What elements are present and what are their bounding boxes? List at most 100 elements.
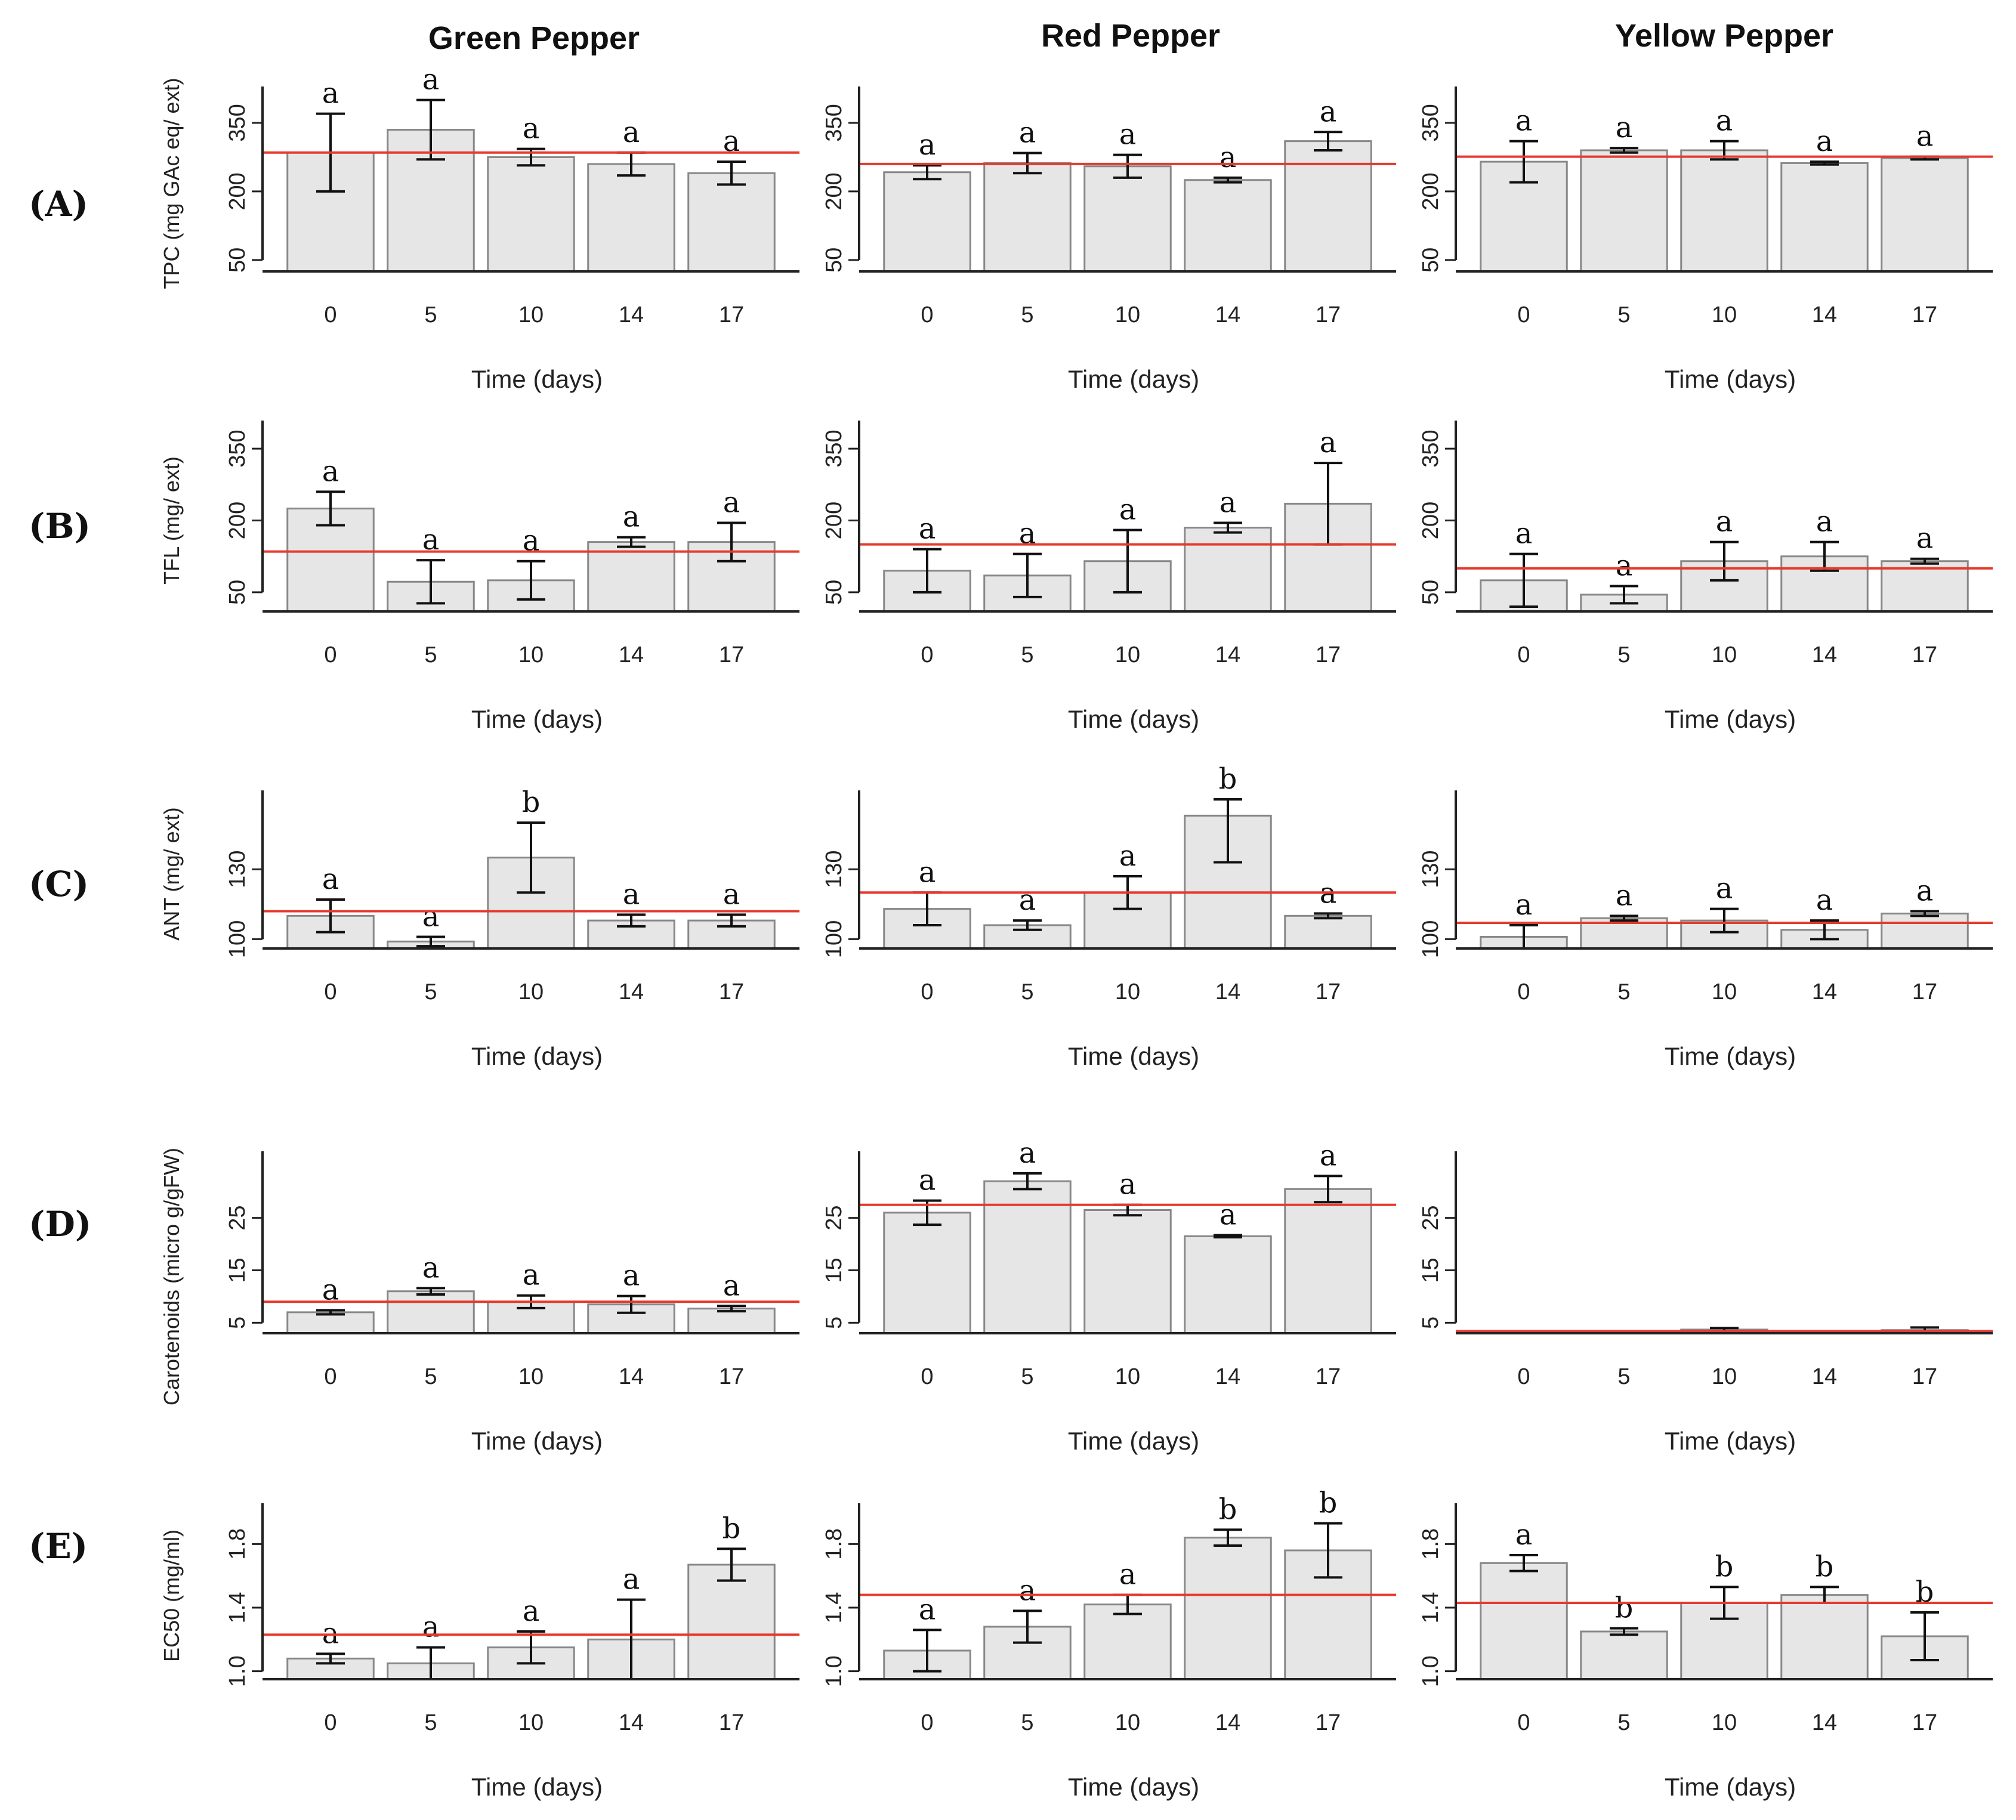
- y-tick-label-B-green-200: 200: [225, 502, 250, 539]
- y-tick-label-A-yellow-50: 50: [1418, 248, 1443, 273]
- x-tick-label-E-green-14: 14: [619, 1710, 644, 1735]
- y-tick-label-D-yellow-15: 15: [1418, 1257, 1443, 1283]
- sig-letter-E-red-5: a: [1019, 1574, 1036, 1607]
- y-tick-label-E-green-1.4: 1.4: [225, 1592, 250, 1624]
- x-axis-label-C-yellow: Time (days): [1665, 1042, 1796, 1070]
- bar-C-red-17: [1284, 914, 1372, 950]
- sig-letter-A-yellow-10: a: [1716, 104, 1733, 138]
- x-axis-label-E-red: Time (days): [1068, 1773, 1199, 1801]
- bar-A-red-10: [1083, 165, 1172, 273]
- x-tick-label-C-yellow-5: 5: [1617, 979, 1630, 1005]
- y-tick-label-B-red-50: 50: [822, 580, 847, 605]
- y-axis-label-D-green: Carotenoids (micro g/gFW): [159, 1148, 184, 1405]
- sig-letter-B-yellow-17: a: [1916, 522, 1934, 555]
- row-label-b: (B): [29, 506, 91, 546]
- sig-letter-C-red-14: b: [1219, 762, 1237, 796]
- y-tick-label-C-red-100: 100: [822, 920, 847, 958]
- bar-D-red-14: [1184, 1235, 1272, 1334]
- x-tick-label-B-yellow-17: 17: [1912, 642, 1937, 668]
- x-tick-label-C-yellow-0: 0: [1517, 979, 1530, 1005]
- bar-D-green-5: [387, 1290, 475, 1334]
- x-tick-label-C-green-17: 17: [719, 979, 744, 1005]
- y-tick-label-B-red-350: 350: [822, 429, 847, 467]
- x-tick-label-B-yellow-5: 5: [1617, 642, 1630, 668]
- x-tick-label-E-red-17: 17: [1316, 1710, 1341, 1735]
- bar-A-yellow-5: [1580, 149, 1668, 273]
- x-tick-label-E-red-5: 5: [1021, 1710, 1033, 1735]
- x-axis-label-A-yellow: Time (days): [1665, 365, 1796, 393]
- sig-letter-E-red-17: b: [1319, 1487, 1338, 1520]
- panel-C-yellow: a 0 a 5 a 10 a 14 a 17 100 130 Time (days): [1418, 790, 1993, 1070]
- x-tick-label-C-green-14: 14: [619, 979, 644, 1005]
- row-label-e: (E): [29, 1526, 88, 1566]
- y-tick-label-A-yellow-350: 350: [1418, 104, 1443, 141]
- panel-D-yellow: 0 5 10 14 17 5 15 25 Time (days): [1418, 1151, 1993, 1455]
- sig-letter-A-green-0: a: [322, 77, 339, 110]
- x-tick-label-B-green-14: 14: [619, 642, 644, 668]
- y-tick-label-B-yellow-50: 50: [1418, 580, 1443, 605]
- x-tick-label-A-red-14: 14: [1215, 302, 1240, 327]
- x-axis-label-C-red: Time (days): [1068, 1042, 1199, 1070]
- sig-letter-E-yellow-5: b: [1615, 1592, 1634, 1625]
- x-tick-label-D-red-10: 10: [1115, 1364, 1140, 1389]
- x-tick-label-B-red-14: 14: [1215, 642, 1240, 668]
- sig-letter-E-green-10: a: [523, 1595, 540, 1628]
- sig-letter-C-yellow-17: a: [1916, 875, 1934, 908]
- bar-E-green-17: [687, 1563, 776, 1680]
- y-tick-label-C-green-100: 100: [225, 920, 250, 958]
- y-tick-label-C-red-130: 130: [822, 850, 847, 888]
- y-tick-label-E-red-1.8: 1.8: [822, 1528, 847, 1560]
- y-axis-label-C-green: ANT (mg/ ext): [159, 807, 184, 940]
- x-tick-label-C-red-14: 14: [1215, 979, 1240, 1005]
- x-tick-label-D-red-5: 5: [1021, 1364, 1033, 1389]
- sig-letter-E-yellow-0: a: [1515, 1518, 1533, 1552]
- y-tick-label-D-green-25: 25: [225, 1206, 250, 1231]
- x-tick-label-E-yellow-5: 5: [1617, 1710, 1630, 1735]
- x-tick-label-E-yellow-10: 10: [1712, 1710, 1737, 1735]
- y-tick-label-D-red-15: 15: [822, 1257, 847, 1283]
- column-titles: Green Pepper Red Pepper Yellow Pepper: [428, 18, 1833, 56]
- sig-letter-B-yellow-14: a: [1816, 505, 1833, 539]
- x-tick-label-A-red-17: 17: [1316, 302, 1341, 327]
- x-axis-label-B-yellow: Time (days): [1665, 705, 1796, 733]
- y-tick-label-D-red-25: 25: [822, 1206, 847, 1231]
- y-tick-label-A-yellow-200: 200: [1418, 172, 1443, 210]
- sig-letter-A-red-0: a: [919, 128, 936, 162]
- bar-A-green-14: [587, 163, 675, 273]
- x-tick-label-B-yellow-14: 14: [1812, 642, 1837, 668]
- x-tick-label-C-red-0: 0: [921, 979, 933, 1005]
- bar-E-yellow-0: [1480, 1562, 1568, 1680]
- x-axis-label-A-red: Time (days): [1068, 365, 1199, 393]
- sig-letter-C-green-10: b: [522, 786, 541, 819]
- x-tick-label-E-red-14: 14: [1215, 1710, 1240, 1735]
- y-axis-label-B-green: TFL (mg/ ext): [159, 456, 184, 585]
- sig-letter-A-red-10: a: [1119, 118, 1137, 152]
- y-tick-label-E-yellow-1.4: 1.4: [1418, 1592, 1443, 1624]
- row-label-a: (A): [29, 184, 88, 224]
- sig-letter-C-green-14: a: [623, 877, 640, 911]
- x-tick-label-E-green-10: 10: [518, 1710, 544, 1735]
- sig-letter-B-red-10: a: [1119, 493, 1137, 527]
- y-tick-label-C-yellow-130: 130: [1418, 850, 1443, 888]
- bar-A-yellow-10: [1680, 149, 1768, 273]
- x-tick-label-B-green-17: 17: [719, 642, 744, 668]
- x-tick-label-A-yellow-10: 10: [1712, 302, 1737, 327]
- x-tick-label-A-green-0: 0: [324, 302, 336, 327]
- x-tick-label-D-green-17: 17: [719, 1364, 744, 1389]
- bar-D-red-17: [1284, 1188, 1372, 1334]
- sig-letter-C-yellow-14: a: [1816, 883, 1833, 917]
- x-tick-label-D-yellow-10: 10: [1712, 1364, 1737, 1389]
- sig-letter-E-red-0: a: [919, 1593, 936, 1626]
- x-tick-label-A-red-0: 0: [921, 302, 933, 327]
- row-label-d: (D): [29, 1204, 91, 1244]
- y-tick-label-A-green-50: 50: [225, 248, 250, 273]
- x-tick-label-E-green-17: 17: [719, 1710, 744, 1735]
- sig-letter-A-green-5: a: [422, 63, 440, 97]
- sig-letter-E-green-14: a: [623, 1563, 640, 1596]
- panel-D-red: a 0 a 5 a 10 a 14 a 17 5 15 25 Time (days): [822, 1136, 1396, 1455]
- sig-letter-D-red-17: a: [1320, 1139, 1337, 1172]
- x-tick-label-D-red-14: 14: [1215, 1364, 1240, 1389]
- x-tick-label-A-yellow-0: 0: [1517, 302, 1530, 327]
- y-tick-label-D-green-15: 15: [225, 1257, 250, 1283]
